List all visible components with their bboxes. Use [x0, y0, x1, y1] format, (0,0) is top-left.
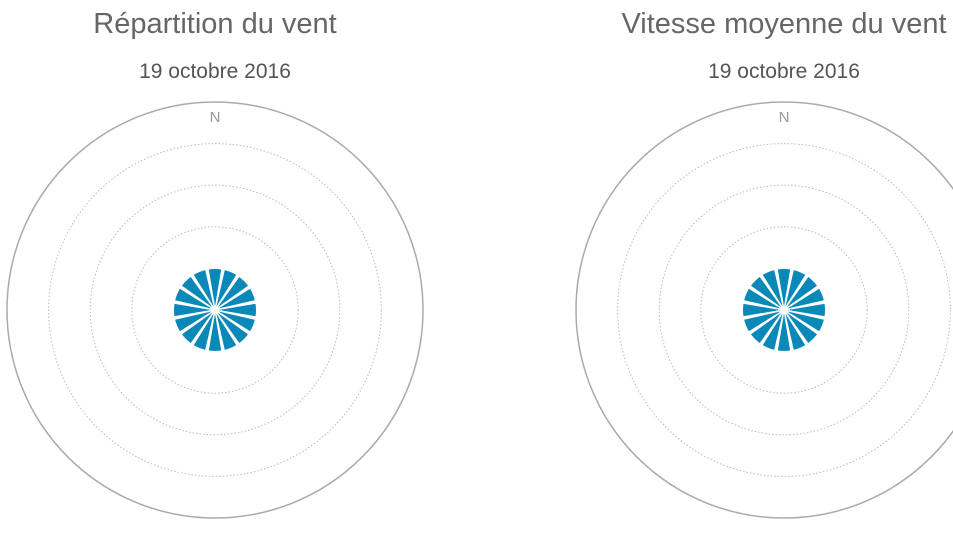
- sector-nw: [180, 275, 216, 311]
- sector-e: [783, 302, 827, 318]
- grid-ring: [48, 143, 382, 477]
- sector-wsw: [173, 309, 216, 333]
- sector-nne: [214, 268, 238, 311]
- grid-ring: [700, 226, 868, 394]
- sector-ene: [214, 287, 257, 311]
- sector-wsw: [742, 309, 785, 333]
- sector-n: [776, 267, 792, 311]
- sector-wnw: [742, 287, 785, 311]
- sector-sw: [749, 309, 785, 345]
- sector-se: [214, 309, 250, 345]
- chart-title: Vitesse moyenne du vent: [621, 8, 947, 40]
- polar-plot: N: [575, 101, 953, 519]
- sector-sse: [214, 309, 238, 352]
- chart-subtitle: 19 octobre 2016: [708, 60, 860, 83]
- north-label: N: [779, 109, 790, 126]
- sector-se: [783, 309, 819, 345]
- sector-sse: [783, 309, 807, 352]
- north-label: N: [210, 109, 221, 126]
- wind-speed-chart: Vitesse moyenne du vent 19 octobre 2016 …: [564, 0, 953, 536]
- sector-n: [207, 267, 223, 311]
- chart-subtitle: 19 octobre 2016: [139, 60, 291, 83]
- grid-ring: [658, 184, 910, 436]
- sector-ne: [214, 275, 250, 311]
- sector-s: [207, 309, 223, 353]
- sector-s: [776, 309, 792, 353]
- chart-title: Répartition du vent: [93, 8, 337, 40]
- wind-distribution-chart: Répartition du vent 19 octobre 2016 N: [0, 0, 435, 536]
- sector-w: [172, 302, 216, 318]
- sector-ssw: [192, 309, 216, 352]
- sector-nw: [749, 275, 785, 311]
- sector-e: [214, 302, 258, 318]
- sector-ese: [783, 309, 826, 333]
- polar-plot: N: [6, 101, 424, 519]
- sector-ese: [214, 309, 257, 333]
- grid-ring: [131, 226, 299, 394]
- sector-nnw: [761, 268, 785, 311]
- sector-nne: [783, 268, 807, 311]
- outer-ring: [6, 101, 424, 519]
- sector-w: [741, 302, 785, 318]
- sector-wnw: [173, 287, 216, 311]
- outer-ring: [575, 101, 953, 519]
- sector-ssw: [761, 309, 785, 352]
- sector-nnw: [192, 268, 216, 311]
- sector-ne: [783, 275, 819, 311]
- sector-sw: [180, 309, 216, 345]
- sector-ene: [783, 287, 826, 311]
- grid-ring: [89, 184, 341, 436]
